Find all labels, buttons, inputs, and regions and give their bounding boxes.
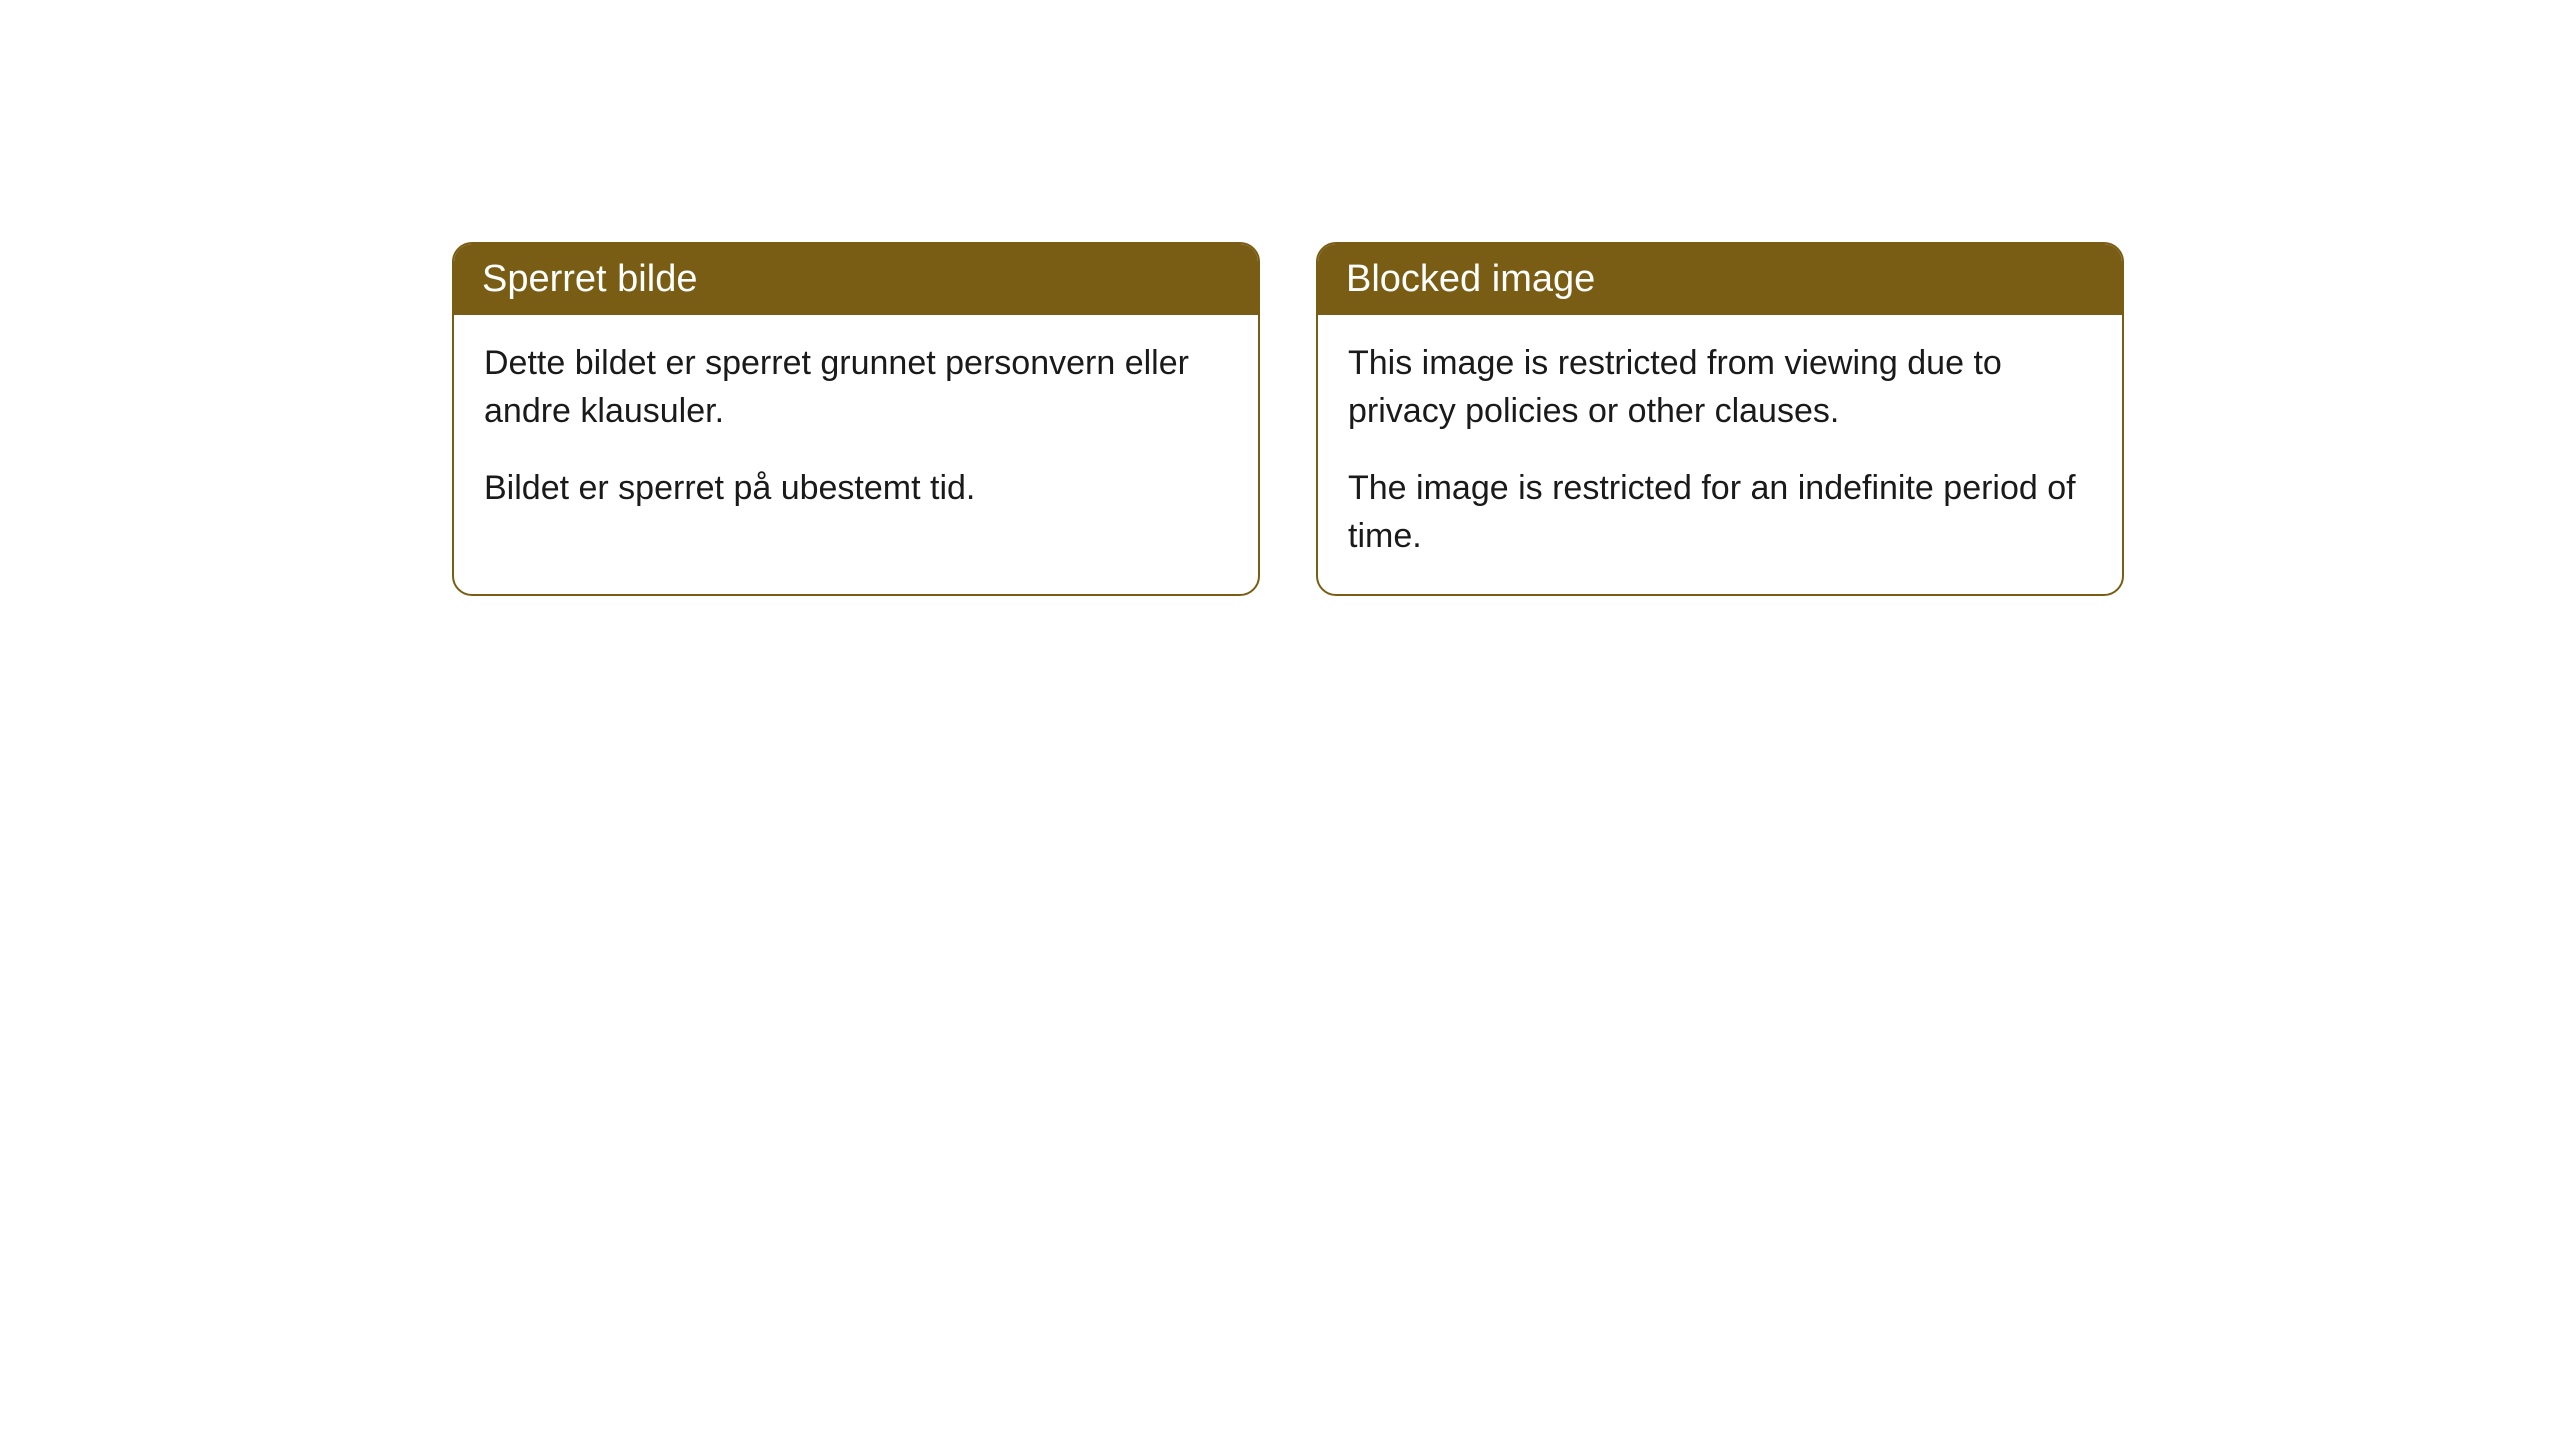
card-header: Sperret bilde: [454, 244, 1258, 315]
notice-cards-container: Sperret bilde Dette bildet er sperret gr…: [452, 242, 2124, 596]
notice-card-norwegian: Sperret bilde Dette bildet er sperret gr…: [452, 242, 1260, 596]
card-paragraph: This image is restricted from viewing du…: [1348, 339, 2092, 436]
card-title: Sperret bilde: [482, 258, 697, 300]
card-paragraph: The image is restricted for an indefinit…: [1348, 464, 2092, 561]
card-paragraph: Dette bildet er sperret grunnet personve…: [484, 339, 1228, 436]
card-title: Blocked image: [1346, 258, 1595, 300]
card-body: This image is restricted from viewing du…: [1318, 315, 2122, 594]
notice-card-english: Blocked image This image is restricted f…: [1316, 242, 2124, 596]
card-body: Dette bildet er sperret grunnet personve…: [454, 315, 1258, 546]
card-header: Blocked image: [1318, 244, 2122, 315]
card-paragraph: Bildet er sperret på ubestemt tid.: [484, 464, 1228, 512]
